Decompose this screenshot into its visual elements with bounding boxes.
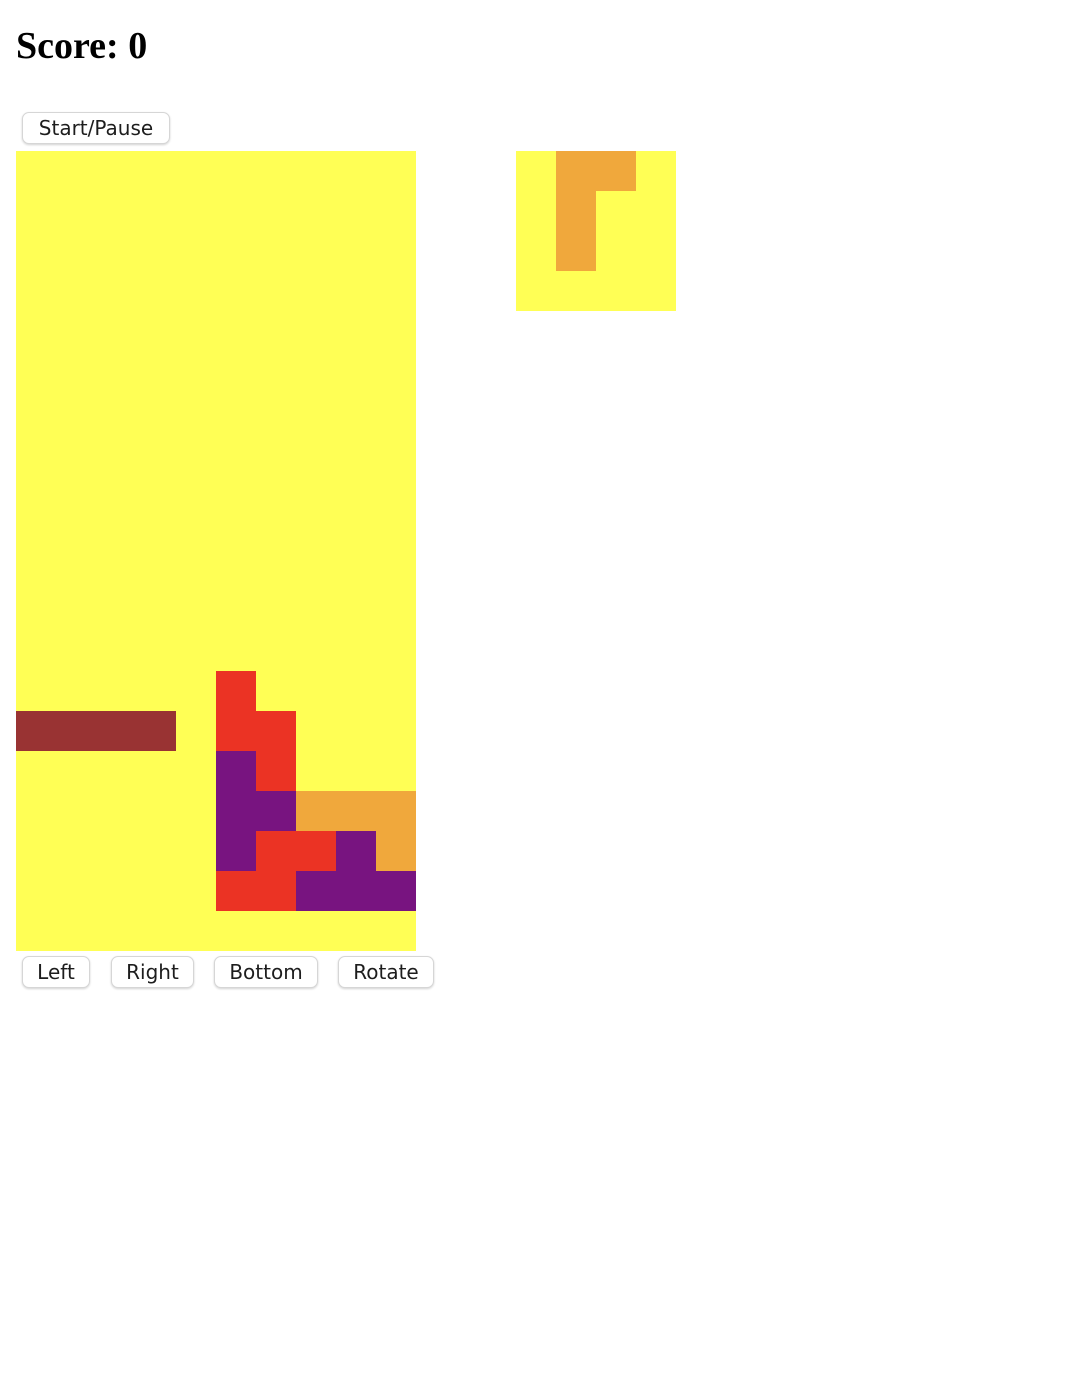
next-piece-block-orange [556,191,596,231]
board-block-purple [216,831,256,871]
board-block-purple [216,791,256,831]
next-piece-block-orange [596,151,636,191]
board-block-brown [16,711,56,751]
board-block-purple [216,751,256,791]
start-pause-button[interactable]: Start/Pause [22,112,170,144]
board-block-brown [56,711,96,751]
board-block-red [256,751,296,791]
score-display: Score: 0 [16,24,147,68]
board-block-purple [336,871,376,911]
board-block-red [216,671,256,711]
board-block-purple [296,871,336,911]
board-block-purple [256,791,296,831]
drop-bottom-button[interactable]: Bottom [214,956,318,988]
board-block-red [296,831,336,871]
score-label: Score: [16,25,119,67]
board-block-red [216,711,256,751]
next-piece-block-orange [556,231,596,271]
rotate-button[interactable]: Rotate [338,956,434,988]
board-block-purple [336,831,376,871]
next-piece-block-orange [556,151,596,191]
board-block-purple [376,871,416,911]
board-block-orange [296,791,336,831]
board-block-orange [376,791,416,831]
board-block-red [256,871,296,911]
board-block-orange [376,831,416,871]
move-left-button[interactable]: Left [22,956,90,988]
board-block-brown [96,711,136,751]
board-block-red [256,711,296,751]
next-piece-preview [516,151,676,311]
board-block-orange [336,791,376,831]
score-value: 0 [128,25,148,67]
board-block-red [216,871,256,911]
move-right-button[interactable]: Right [111,956,194,988]
board-block-red [256,831,296,871]
game-board [16,151,416,951]
board-block-brown [136,711,176,751]
